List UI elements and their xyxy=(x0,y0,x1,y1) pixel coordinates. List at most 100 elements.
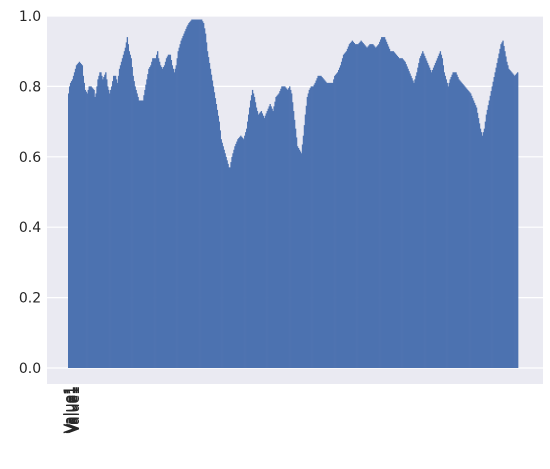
bar xyxy=(266,111,268,368)
bar xyxy=(451,74,453,369)
bar xyxy=(348,44,351,368)
x-tick-label: Value1 xyxy=(66,386,82,433)
bar xyxy=(377,45,379,368)
bar xyxy=(166,56,169,368)
bar xyxy=(101,75,103,368)
bar xyxy=(380,39,382,368)
bar xyxy=(496,62,498,369)
bar xyxy=(469,92,471,369)
bar xyxy=(480,132,483,368)
bar xyxy=(366,47,368,369)
bar xyxy=(208,62,211,369)
bar xyxy=(76,64,79,369)
bar xyxy=(219,130,221,368)
bar xyxy=(163,65,166,368)
bar xyxy=(190,20,192,368)
bar xyxy=(233,149,235,368)
bar xyxy=(244,135,246,368)
bar xyxy=(155,58,157,369)
bar xyxy=(144,89,146,369)
bar xyxy=(427,62,429,369)
bar xyxy=(69,82,72,368)
bar xyxy=(340,61,343,368)
bar xyxy=(507,65,509,368)
bar xyxy=(167,54,170,368)
bar xyxy=(343,53,346,369)
bar xyxy=(418,62,420,369)
bar xyxy=(378,44,380,368)
bar xyxy=(96,86,98,369)
bar xyxy=(261,113,264,368)
bar xyxy=(133,81,135,369)
y-tick-label: 0.8 xyxy=(19,79,41,95)
bar xyxy=(455,72,457,368)
bar xyxy=(437,55,440,368)
bar xyxy=(484,121,487,368)
bar xyxy=(285,87,287,368)
bar xyxy=(497,58,499,369)
bar xyxy=(257,114,260,368)
bar xyxy=(227,163,229,368)
bar xyxy=(423,53,425,369)
bar xyxy=(83,82,85,368)
bar xyxy=(473,102,476,368)
bar xyxy=(181,38,183,368)
bar xyxy=(198,19,200,369)
bar xyxy=(104,74,106,369)
bar xyxy=(321,77,323,368)
bar xyxy=(292,102,294,369)
bar xyxy=(371,44,373,368)
x-tick-label: Value1 xyxy=(62,386,78,433)
bar xyxy=(221,142,223,368)
bar xyxy=(234,146,236,368)
bar xyxy=(217,115,219,368)
y-tick-label: 0.2 xyxy=(19,291,41,307)
bar xyxy=(119,65,122,368)
bar xyxy=(452,72,454,368)
bar xyxy=(330,82,332,368)
bar xyxy=(376,46,378,368)
bar xyxy=(358,42,360,369)
bar xyxy=(445,79,447,369)
bar xyxy=(246,128,248,368)
bar xyxy=(191,19,193,369)
bar xyxy=(499,48,501,368)
bar xyxy=(413,82,415,368)
bar xyxy=(464,86,466,369)
bar xyxy=(148,68,150,369)
x-tick-label: Value1 xyxy=(64,386,80,433)
bar xyxy=(341,58,344,369)
bar xyxy=(370,44,372,368)
bar xyxy=(383,37,386,369)
bar xyxy=(169,54,172,368)
bar xyxy=(204,33,207,368)
bar xyxy=(478,123,481,368)
bar xyxy=(431,69,434,368)
bar xyxy=(94,96,96,369)
bar xyxy=(114,75,117,368)
bar xyxy=(297,148,300,368)
bar xyxy=(294,128,297,368)
bar xyxy=(473,100,475,368)
bar xyxy=(131,67,133,368)
bar xyxy=(95,93,97,368)
bar xyxy=(113,75,115,368)
bar xyxy=(503,45,505,369)
bar xyxy=(324,80,326,368)
y-tick-label: 0.4 xyxy=(19,220,41,236)
x-tick-label: Value1 xyxy=(67,386,83,433)
bar xyxy=(278,93,280,368)
bar xyxy=(416,72,418,368)
bar xyxy=(356,44,358,368)
bar xyxy=(108,89,110,369)
bar xyxy=(145,84,147,368)
bar xyxy=(237,139,239,368)
bar xyxy=(351,40,354,368)
bar xyxy=(317,75,319,368)
bar xyxy=(488,100,490,368)
bar xyxy=(203,28,206,368)
bar xyxy=(314,82,316,368)
bar xyxy=(162,67,165,368)
bar xyxy=(460,81,462,369)
